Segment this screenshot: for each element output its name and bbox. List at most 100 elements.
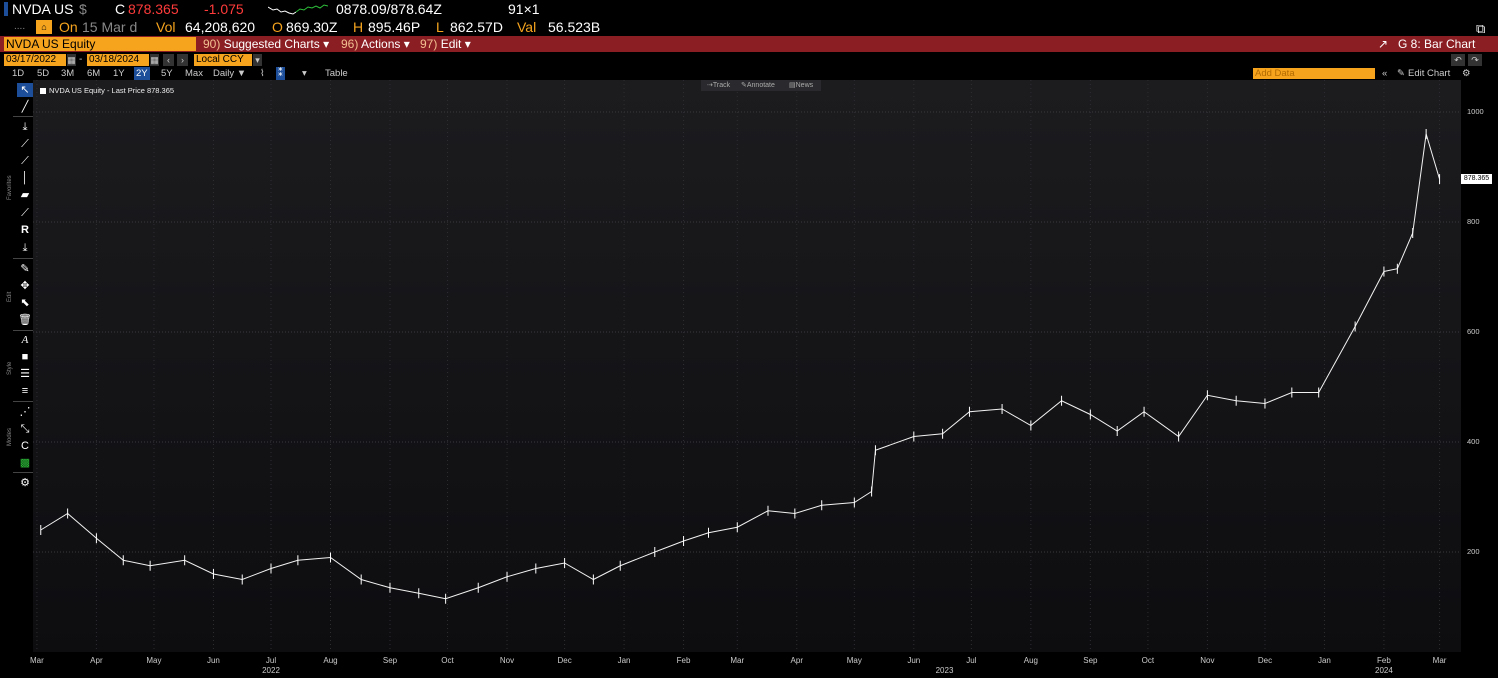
x-year-label: 2023 <box>935 666 954 675</box>
trash-icon[interactable]: 🗑 <box>18 314 32 326</box>
chevron-left-icon[interactable]: ‹ <box>163 54 174 66</box>
period-5y[interactable]: 5Y <box>161 68 173 79</box>
x-tick-label: Dec <box>1257 656 1273 665</box>
security-name[interactable]: NVDA US Equity <box>4 37 196 51</box>
x-tick-label: Feb <box>676 656 691 665</box>
settings-icon[interactable]: ⚙ <box>1462 68 1471 79</box>
external-link-icon[interactable]: ↗ <box>1378 37 1389 51</box>
quote-open-label: O <box>272 19 283 35</box>
dashed-line-icon[interactable]: ⋰ <box>19 406 31 418</box>
x-tick-label: Jun <box>206 656 220 665</box>
select-icon[interactable]: ⬉ <box>20 297 30 309</box>
sparkline-icon <box>268 4 328 15</box>
cursor-icon[interactable]: ↖ <box>17 83 33 97</box>
line-style-icon[interactable]: ≡ <box>21 385 29 397</box>
quote-val-value: 56.523B <box>548 19 601 35</box>
percent-tool-icon[interactable]: ⤓ <box>22 121 28 133</box>
news-button[interactable]: ▤ News <box>789 82 814 89</box>
toolbar-divider <box>13 330 37 331</box>
end-date-input[interactable]: 03/18/2024 <box>87 54 149 66</box>
quote-on-label: On <box>59 19 78 35</box>
news-label: News <box>795 82 814 89</box>
chevron-down-icon[interactable]: ▾ <box>302 68 307 79</box>
period-3m[interactable]: 3M <box>61 68 75 79</box>
add-data-input[interactable]: Add Data <box>1253 68 1375 79</box>
quote-row: .... ⌂ On 15 Mar d Vol 64,208,620 O 869.… <box>0 18 1498 36</box>
regression-icon[interactable]: R <box>21 224 29 236</box>
toolbar-group-modes: Modes <box>7 427 13 446</box>
bar-chart-icon[interactable]: ⁑ <box>276 67 285 80</box>
start-date-input[interactable]: 03/17/2022 <box>4 54 66 66</box>
quote-open-value: 869.30Z <box>286 19 338 35</box>
y-axis: 1000 800 600 400 200 <box>1461 80 1498 652</box>
x-tick-label: Sep <box>1083 656 1098 665</box>
period-2y[interactable]: 2Y <box>134 67 150 80</box>
popout-icon[interactable]: ⧉ <box>1476 21 1486 36</box>
trendline-icon[interactable]: ⟋ <box>21 138 29 150</box>
quote-on-value: 15 Mar d <box>82 19 138 35</box>
pen-icon[interactable]: ╱ <box>21 101 29 113</box>
frequency-select[interactable]: Daily ▼ <box>213 68 247 79</box>
line-chart-icon[interactable]: ⌇ <box>260 68 265 79</box>
period-1d[interactable]: 1D <box>12 68 25 79</box>
period-5d[interactable]: 5D <box>37 68 50 79</box>
period-6m[interactable]: 6M <box>87 68 101 79</box>
period-1y[interactable]: 1Y <box>113 68 125 79</box>
period-max[interactable]: Max <box>185 68 203 79</box>
menu-actions-label: Actions ▾ <box>361 37 410 51</box>
news-icon[interactable]: ⌂ <box>36 20 52 34</box>
extend-line-icon[interactable]: ⟋ <box>21 207 29 219</box>
toolbar-divider <box>13 116 37 117</box>
crosshair-icon[interactable]: ⤡ <box>20 423 30 435</box>
y-tick-label: 600 <box>1467 327 1480 336</box>
price-marker-icon[interactable]: ⤓ <box>22 242 28 254</box>
chevron-right-icon[interactable]: › <box>177 54 188 66</box>
price-chart-svg <box>33 80 1461 652</box>
x-tick-label: Feb <box>1377 656 1391 665</box>
ticker-symbol[interactable]: NVDA US <box>12 1 74 17</box>
collapse-icon[interactable]: « <box>1382 68 1388 79</box>
toolbar-divider <box>13 401 37 402</box>
menu-edit[interactable]: 97) Edit ▾ <box>420 36 471 52</box>
calendar-icon[interactable]: ▦ <box>67 54 76 66</box>
annotate-button[interactable]: ✎ Annotate <box>741 82 775 89</box>
quote-vol-value: 64,208,620 <box>185 19 256 35</box>
color-mode-icon[interactable]: ▩ <box>19 457 31 469</box>
calendar-icon[interactable]: ▦ <box>150 54 159 66</box>
toolbar-divider <box>13 258 37 259</box>
legend-label: NVDA US Equity - Last Price 878.365 <box>49 86 175 95</box>
vertical-line-icon[interactable]: │ <box>21 172 29 184</box>
table-button[interactable]: Table <box>325 68 348 79</box>
quote-dots: .... <box>14 21 26 32</box>
move-icon[interactable]: ✥ <box>20 280 30 292</box>
magnet-icon[interactable]: C <box>21 440 29 452</box>
edit-chart-button[interactable]: Edit Chart <box>1408 68 1451 79</box>
color-fill-icon[interactable]: ■ <box>21 351 29 363</box>
x-tick-label: May <box>846 656 862 665</box>
pencil-icon[interactable]: ✎ <box>1397 68 1405 79</box>
menu-bar: NVDA US Equity 90) Suggested Charts ▾ 96… <box>0 36 1498 52</box>
x-tick-label: Nov <box>1200 656 1215 665</box>
x-tick-label: Dec <box>557 656 572 665</box>
menu-suggested-charts[interactable]: 90) Suggested Charts ▾ <box>203 36 329 52</box>
text-style-icon[interactable]: A <box>21 334 29 346</box>
brush-icon[interactable]: ✎ <box>20 263 30 275</box>
chart-area[interactable] <box>33 80 1461 652</box>
price-series-line <box>40 133 1441 600</box>
ray-icon[interactable]: ⟋ <box>21 155 29 167</box>
gear-icon[interactable]: ⚙ <box>20 477 30 489</box>
redo-icon[interactable]: ↷ <box>1468 54 1482 66</box>
y-tick-label: 200 <box>1467 547 1480 556</box>
x-tick-label: Apr <box>90 656 103 665</box>
line-weight-icon[interactable]: ☰ <box>20 368 30 380</box>
menu-actions[interactable]: 96) Actions ▾ <box>341 36 410 52</box>
x-tick-label: Mar <box>730 656 745 665</box>
currency-select[interactable]: Local CCY <box>194 54 252 66</box>
undo-icon[interactable]: ↶ <box>1451 54 1465 66</box>
track-button[interactable]: ⇢ Track <box>707 82 731 89</box>
date-separator: - <box>79 54 83 65</box>
channel-icon[interactable]: ▰ <box>20 189 30 201</box>
x-tick-label: Jun <box>907 656 921 665</box>
chevron-down-icon[interactable]: ▾ <box>253 54 262 66</box>
ticker-bar: NVDA US $ C 878.365 -1.075 0878.09/878.6… <box>0 0 1498 18</box>
